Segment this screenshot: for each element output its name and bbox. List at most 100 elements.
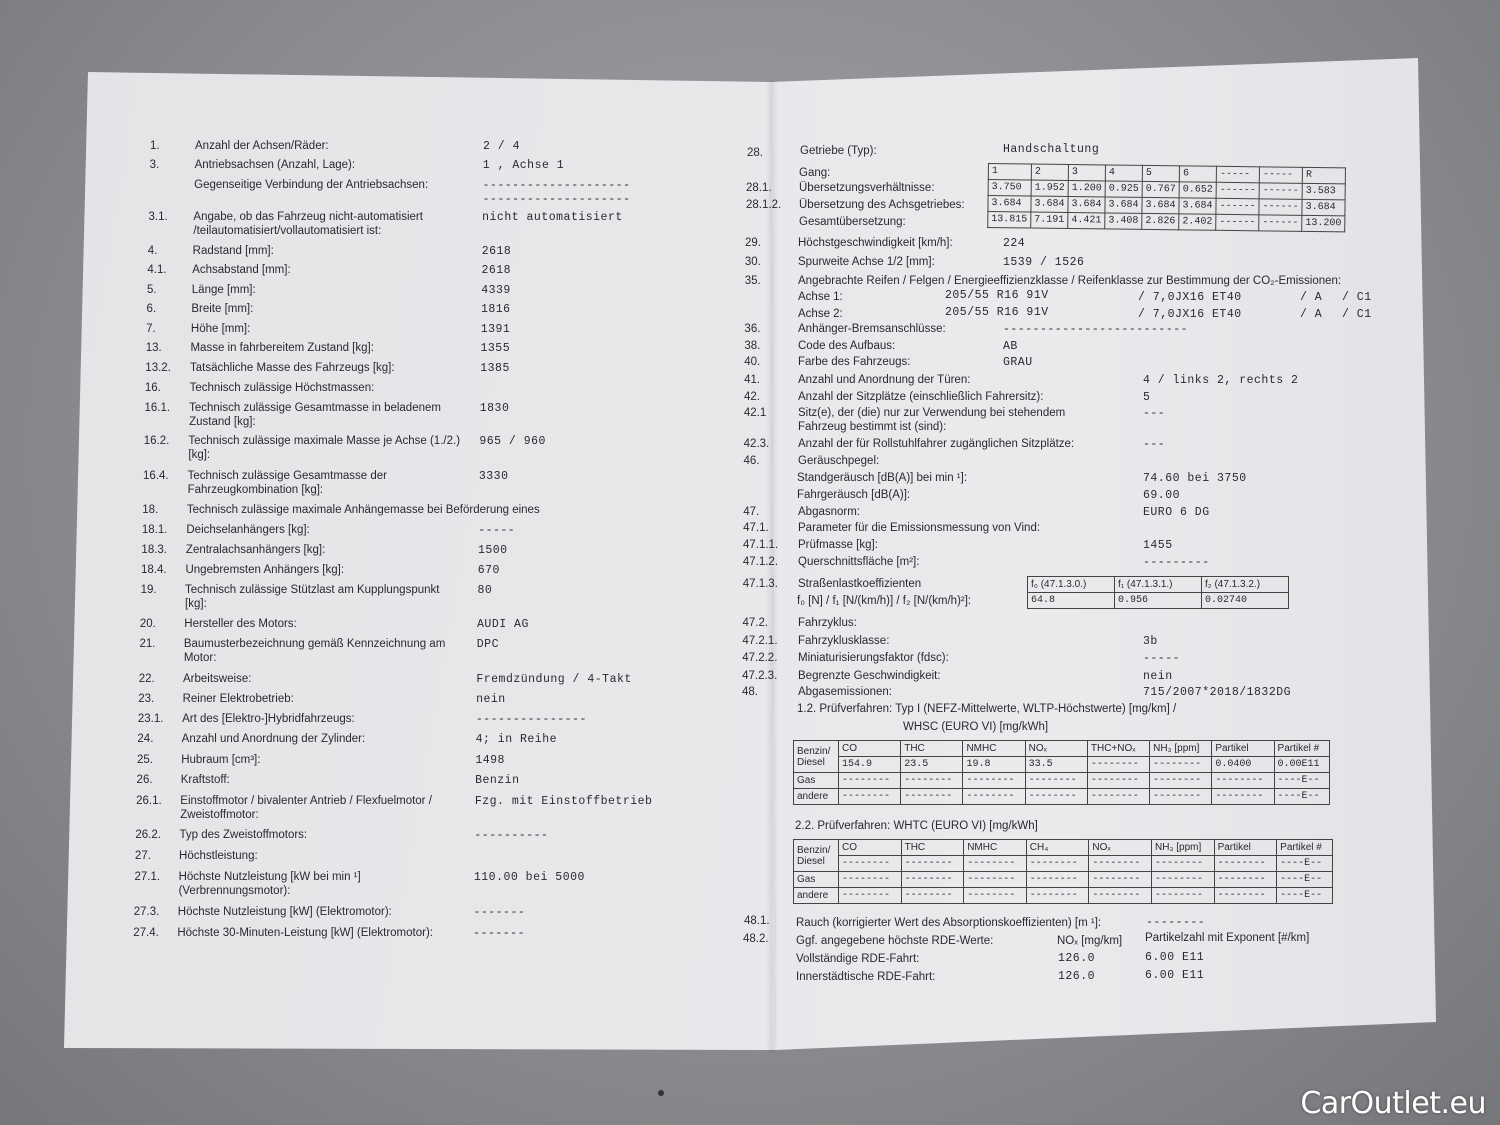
table-cell: 0.956 — [1114, 592, 1202, 609]
item-number: 26. — [136, 774, 153, 786]
item-number: 27. — [134, 850, 151, 862]
field-value: 670 — [477, 564, 500, 577]
field-label: Abgasemissionen: — [798, 686, 892, 698]
table-cell: 3.684 — [1302, 199, 1346, 216]
field-value: DPC — [476, 638, 499, 651]
item-number: 48.1. — [744, 915, 770, 927]
table-cell: -------- — [1024, 788, 1088, 805]
field-label: Spurweite Achse 1/2 [mm]: — [798, 256, 935, 268]
table-cell: andere — [793, 788, 839, 805]
table-cell: ----E-- — [1276, 871, 1333, 888]
field-value: 69.00 — [1143, 489, 1181, 502]
table-cell: ----E-- — [1273, 772, 1331, 789]
rim-size: / 7,0JX16 ET40 — [1138, 291, 1242, 304]
field-label: Code des Aufbaus: — [798, 340, 896, 352]
tyre-size: 205/55 R16 91V — [945, 289, 1049, 302]
item-number: 28.1. — [746, 182, 772, 194]
table-cell: ----- — [1216, 166, 1260, 183]
table-cell: 154.9 — [837, 756, 902, 773]
table-row: andere -------- -------- -------- -------- --… — [793, 788, 1331, 805]
item-number: 16.4. — [143, 470, 169, 482]
table-cell: -------- — [1149, 788, 1213, 805]
field-value: 2618 — [481, 264, 512, 277]
table-cell: THC+NOₓ — [1086, 740, 1151, 757]
field-label: Parameter für die Emissionsmessung von V… — [798, 522, 1041, 534]
field-value: 4 / links 2, rechts 2 — [1143, 374, 1299, 387]
table-cell: CH₄ — [1025, 839, 1090, 856]
rde-row-label: Innerstädtische RDE-Fahrt: — [796, 971, 936, 983]
field-value: ---------- — [474, 829, 549, 842]
table-mark — [658, 1090, 664, 1096]
table-cell: -------- — [1150, 855, 1215, 872]
table-cell: 6 — [1179, 165, 1217, 183]
axle-label: Achse 2: — [798, 308, 843, 320]
field-value: 1355 — [480, 342, 511, 355]
item-number: 47.2. — [742, 617, 769, 629]
field-value: 3330 — [478, 470, 509, 483]
table-cell: -------- — [1213, 887, 1278, 904]
table-cell: -------- — [1088, 887, 1152, 904]
field-label: Höchste 30-Minuten-Leistung [kW] (Elektr… — [177, 927, 433, 939]
field-label: Typ des Zweistoffmotors: — [179, 829, 308, 841]
field-value: -------------------- — [482, 179, 631, 192]
table-cell: -------- — [963, 871, 1027, 888]
table-cell: ------ — [1258, 214, 1303, 232]
field-label: Reiner Elektrobetrieb: — [182, 693, 294, 705]
item-number: 42.1 — [743, 407, 767, 419]
field-label: Anzahl der für Rollstuhlfahrer zugänglic… — [798, 438, 1075, 450]
field-value: Fremdzündung / 4-Takt — [476, 673, 632, 686]
item-number: 19. — [140, 584, 157, 596]
field-value: 80 — [477, 584, 493, 597]
field-value: AB — [1003, 340, 1018, 353]
item-number: 40. — [744, 356, 761, 368]
field-label: f₀ [N] / f₁ [N/(km/h)] / f₂ [N/(km/h)²]: — [797, 595, 972, 607]
gear-row-label: Gang: — [799, 167, 831, 179]
table-cell: -------- — [838, 855, 902, 872]
field-value: GRAU — [1003, 356, 1033, 369]
item-number: 18.4. — [141, 564, 167, 576]
field-value: 1539 / 1526 — [1003, 256, 1085, 269]
gear-ratio-table: 1 2 3 4 5 6 ----- ----- R 3.750 1.952 1.200 0.925 0.7… — [987, 163, 1346, 232]
field-value-continued: -------------------- — [482, 193, 631, 206]
table-cell: -------- — [962, 788, 1026, 805]
field-value: 1 , Achse 1 — [482, 159, 565, 172]
rim-size: / 7,0JX16 ET40 — [1138, 308, 1242, 321]
item-number: 38. — [744, 340, 761, 352]
table-row: 154.9 23.5 19.8 33.5 -------- -------- 0.0400 0… — [794, 756, 1331, 773]
item-number: 24. — [137, 733, 154, 745]
field-label: Fahrzyklus: — [798, 617, 857, 629]
field-value: --------- — [1143, 556, 1210, 569]
item-number: 6. — [146, 303, 157, 315]
item-number: 36. — [744, 323, 761, 335]
table-cell: THC — [900, 839, 965, 856]
table-cell: Partikel — [1211, 740, 1275, 757]
field-value: 1816 — [480, 303, 511, 316]
test1-title: 1.2. Prüfverfahren: Typ I (NEFZ-Mittelwe… — [797, 703, 1177, 715]
item-number: 7. — [146, 323, 156, 335]
rde-label: Ggf. angegebene höchste RDE-Werte: — [796, 935, 994, 947]
table-row: 64.8 0.956 0.02740 — [1027, 592, 1289, 609]
table-cell: 1.952 — [1031, 180, 1069, 197]
table-cell: 3.684 — [1104, 196, 1143, 214]
table-cell: 33.5 — [1024, 756, 1088, 773]
table-cell: ------ — [1216, 182, 1260, 199]
table-cell: ----E-- — [1273, 788, 1331, 805]
item-number: 1. — [150, 140, 160, 152]
table-cell: -------- — [1150, 887, 1215, 904]
field-label: Baumusterbezeichnung gemäß Kennzeichnung… — [183, 638, 446, 664]
item-number: 25. — [136, 754, 153, 766]
smoke-value: -------- — [1146, 916, 1206, 929]
table-cell: 1 — [988, 163, 1032, 181]
table-row: andere -------- -------- -------- -------- --… — [793, 887, 1333, 904]
field-value: ----- — [478, 524, 516, 537]
table-cell: -------- — [900, 887, 965, 904]
item-number: 26.1. — [136, 795, 162, 807]
table-cell: 19.8 — [962, 756, 1026, 773]
item-number: 16.1. — [144, 402, 171, 414]
table-row: Gas -------- -------- -------- -------- -----… — [793, 871, 1333, 888]
table-cell: 1.200 — [1068, 180, 1106, 197]
rde-pn-value: 6.00 E11 — [1145, 969, 1205, 982]
table-cell: -------- — [1213, 871, 1278, 888]
field-value: Benzin — [475, 774, 520, 787]
rde-nox-value: 126.0 — [1058, 952, 1096, 965]
